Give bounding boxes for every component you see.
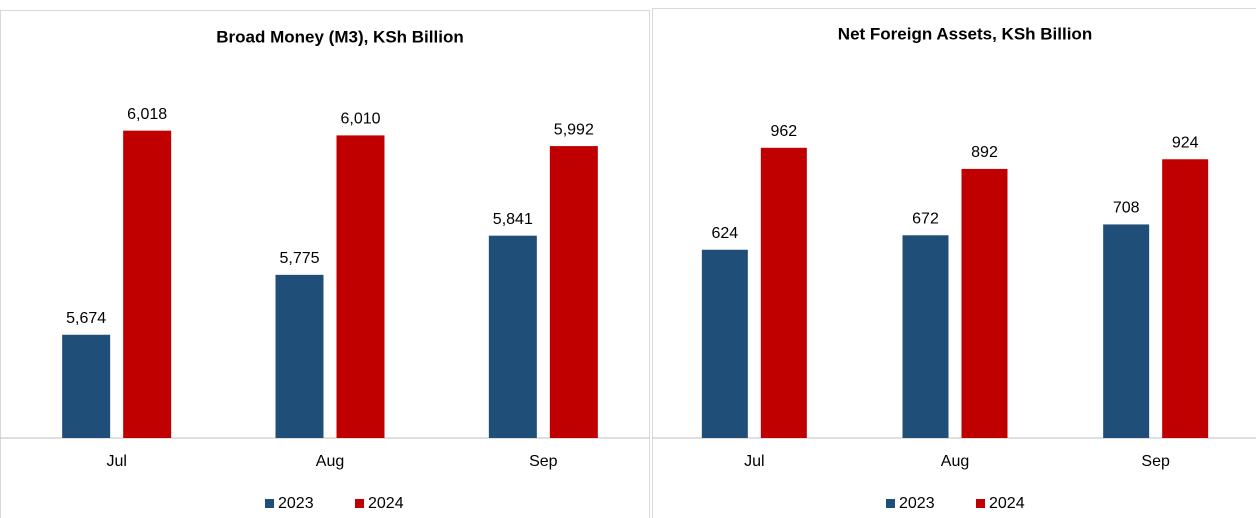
value-label: 6,018 bbox=[127, 106, 167, 123]
value-label: 924 bbox=[1172, 134, 1199, 151]
chart-panel: Net Foreign Assets, KSh Billion Jul 624 962… bbox=[652, 8, 1256, 518]
bar bbox=[275, 274, 324, 438]
x-tick-label: Sep bbox=[1141, 453, 1170, 470]
bar bbox=[123, 130, 172, 439]
x-tick-label: Aug bbox=[941, 453, 969, 470]
legend-label: 2024 bbox=[989, 495, 1025, 512]
legend-label: 2024 bbox=[368, 495, 404, 512]
legend-swatch bbox=[886, 499, 895, 508]
bar bbox=[336, 135, 385, 438]
value-label: 5,841 bbox=[493, 211, 533, 228]
bar bbox=[488, 235, 537, 438]
bar bbox=[1162, 159, 1209, 438]
bar bbox=[760, 147, 807, 438]
value-label: 5,674 bbox=[66, 310, 106, 327]
bar bbox=[62, 334, 111, 438]
value-label: 708 bbox=[1113, 200, 1140, 217]
value-label: 624 bbox=[711, 225, 738, 242]
x-tick-label: Aug bbox=[316, 453, 344, 470]
legend-swatch bbox=[976, 499, 985, 508]
x-tick-label: Jul bbox=[106, 453, 126, 470]
panel-border bbox=[652, 8, 1256, 518]
value-label: 5,992 bbox=[554, 121, 594, 138]
legend-swatch bbox=[355, 499, 364, 508]
legend-label: 2023 bbox=[899, 495, 935, 512]
value-label: 672 bbox=[912, 210, 939, 227]
value-label: 962 bbox=[770, 123, 797, 140]
bar bbox=[1103, 224, 1150, 438]
bar bbox=[549, 146, 598, 438]
chart-title: Net Foreign Assets, KSh Billion bbox=[838, 24, 1092, 43]
chart-panel: Broad Money (M3), KSh Billion Jul 5,674 6,0… bbox=[0, 10, 650, 518]
bar bbox=[701, 249, 748, 438]
value-label: 6,010 bbox=[340, 111, 380, 128]
x-tick-label: Jul bbox=[744, 453, 764, 470]
value-label: 5,775 bbox=[279, 250, 319, 267]
panel-border bbox=[0, 10, 650, 518]
value-label: 892 bbox=[971, 144, 998, 161]
bar bbox=[961, 168, 1008, 438]
legend-swatch bbox=[265, 499, 274, 508]
legend-label: 2023 bbox=[278, 495, 314, 512]
bar bbox=[902, 235, 949, 438]
chart-title: Broad Money (M3), KSh Billion bbox=[216, 27, 463, 46]
x-tick-label: Sep bbox=[529, 453, 558, 470]
